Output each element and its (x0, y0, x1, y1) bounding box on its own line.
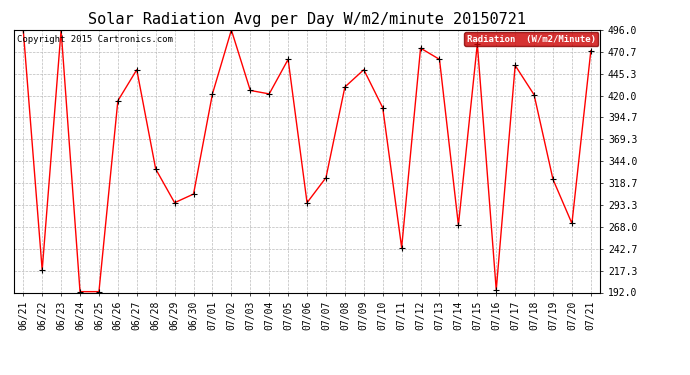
Legend: Radiation  (W/m2/Minute): Radiation (W/m2/Minute) (464, 32, 598, 46)
Title: Solar Radiation Avg per Day W/m2/minute 20150721: Solar Radiation Avg per Day W/m2/minute … (88, 12, 526, 27)
Text: Copyright 2015 Cartronics.com: Copyright 2015 Cartronics.com (17, 35, 172, 44)
